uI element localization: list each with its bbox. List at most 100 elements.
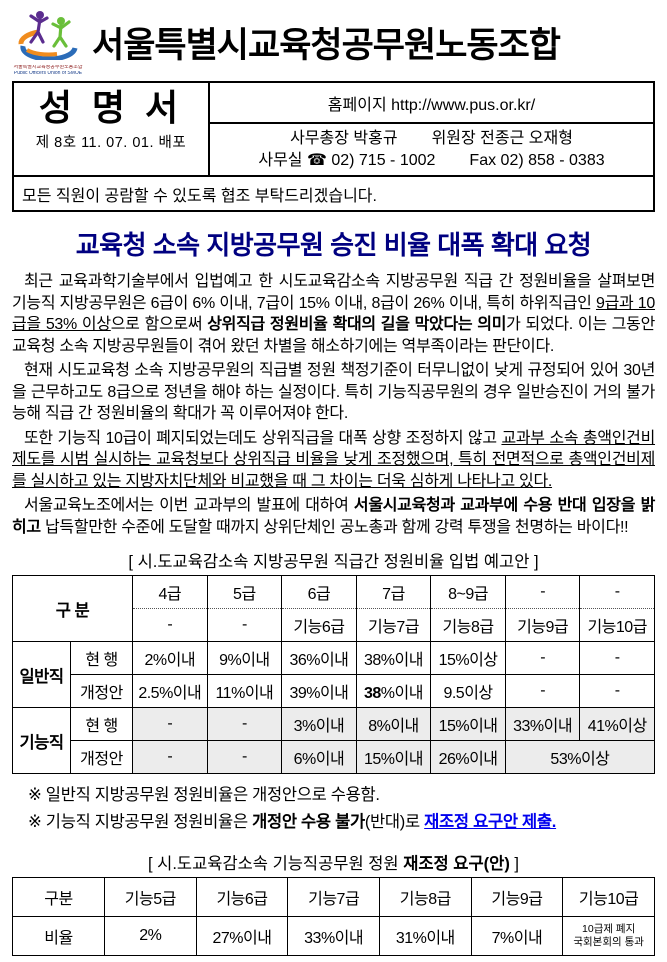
table1-value-cell: - — [206, 707, 283, 742]
table1-value-cell: 3%이내 — [281, 707, 357, 742]
table1-value-cell: 11%이내 — [206, 674, 283, 709]
table1-value-cell: - — [504, 674, 581, 709]
table1-value-cell: 15%이상 — [430, 641, 506, 676]
table1-func-grade-cell: 기능6급 — [281, 608, 357, 643]
table1-value-cell: 41%이상 — [579, 707, 655, 742]
table2-header-cell: 기능6급 — [195, 877, 289, 918]
office-fax: Fax 02) 858 - 0383 — [469, 151, 605, 169]
contact-line-2: 사무실 ☎ 02) 715 - 1002 Fax 02) 858 - 0383 — [210, 150, 653, 172]
table2-header-cell: 기능10급 — [562, 877, 655, 918]
table1-value-cell: 9.5이상 — [430, 674, 506, 709]
doc-number: 제 8호 11. 07. 01. 배포 — [35, 134, 187, 151]
org-title: 서울특별시교육청공무원노동조합 — [92, 25, 561, 65]
secretary-general: 사무총장 박홍규 — [290, 130, 398, 147]
union-logo-icon — [18, 11, 78, 62]
table1-func-revised-row: 개정안 - - 6%이내 15%이내 26%이내 53%이상 — [13, 740, 656, 775]
union-logo: 서울특별시교육청공무원노동조합 Public Officers Union of… — [12, 8, 84, 76]
table1-value-cell: 15%이내 — [430, 707, 506, 742]
table1-grade-cell: - — [504, 575, 581, 610]
table2-grade10-note-cell: 10급제 폐지 국회본회의 통과 — [562, 916, 655, 957]
table1-general-revised-row: 개정안 2.5%이내 11%이내 39%이내 38%이내 9.5이상 - - — [13, 674, 655, 709]
table2-value-cell: 2% — [104, 916, 197, 957]
table1-grade-cell: 8~9급 — [430, 575, 506, 610]
table1-func-grade-cell: 기능10급 — [579, 608, 655, 643]
footnote-1: ※ 일반직 지방공무원 정원비율은 개정안으로 수용함. — [28, 786, 380, 805]
table1-value-cell: - — [132, 740, 208, 775]
table1-value-cell: 9%이내 — [206, 641, 283, 676]
table1-func-current-row: 기능직 현 행 - - 3%이내 8%이내 15%이내 33%이내 41%이상 — [12, 707, 655, 775]
readjustment-request-table: 구분 기능5급 기능6급 기능7급 기능8급 기능9급 기능10급 비율 2% … — [12, 877, 655, 957]
table1-value-cell: - — [579, 641, 655, 676]
table2-row-label: 비율 — [12, 916, 105, 957]
statement-headline: 교육청 소속 지방공무원 승진 비율 대폭 확대 요청 — [75, 230, 592, 261]
table2-value-cell: 27%이내 — [195, 916, 289, 957]
table1-grade-cell: - — [579, 575, 655, 610]
homepage-url: 홈페이지 http://www.pus.or.kr/ — [210, 83, 653, 124]
table1-func-grade-cell: 기능8급 — [430, 608, 506, 643]
circulation-notice: 모든 직원이 공람할 수 있도록 협조 부탁드리겠습니다. — [12, 177, 655, 213]
table1-value-cell: 2.5%이내 — [132, 674, 208, 709]
paragraph-1: 최근 교육과학기술부에서 입법예고 한 시도교육감소속 지방공무원 직급 간 정… — [12, 273, 656, 355]
table1-value-cell: 6%이내 — [281, 740, 357, 775]
paragraph-4: 서울교육노조에서는 이번 교과부의 발표에 대하여 서울시교육청과 교과부에 수… — [12, 497, 655, 536]
table1-value-cell: 8%이내 — [355, 707, 432, 742]
table1-func-group: 기능직 — [12, 707, 71, 775]
table2-header-row: 구분 기능5급 기능6급 기능7급 기능8급 기능9급 기능10급 — [12, 877, 655, 918]
table1-group-label: 구 분 — [11, 575, 134, 643]
quota-ratio-table: 구 분 4급 5급 6급 7급 8~9급 - - - - 기능6급 기능7급 기… — [11, 575, 656, 775]
table1-func-grade-cell: 기능9급 — [504, 608, 581, 643]
table1-row-label: 현 행 — [69, 707, 134, 742]
logo-caption-korean: 서울특별시교육청공무원노동조합 — [13, 65, 83, 70]
paragraph-2: 현재 시도교육청 소속 지방공무원의 직급별 정원 책정기준이 터무니없이 낮게… — [12, 362, 655, 423]
table1-row-label: 개정안 — [69, 740, 134, 775]
table1-value-cell: - — [206, 740, 283, 775]
table1-general-current-row: 일반직 현 행 2%이내 9%이내 36%이내 38%이내 15%이상 - - — [12, 641, 655, 709]
table1-value-cell: - — [504, 641, 581, 676]
table2-header-cell: 기능9급 — [470, 877, 564, 918]
table1-grade-cell: 4급 — [132, 575, 208, 610]
table1-func-grade-cell: - — [132, 608, 208, 643]
table2-header-cell: 기능7급 — [287, 877, 380, 918]
table1-grade-header-row: 구 분 4급 5급 6급 7급 8~9급 - - — [11, 575, 655, 643]
office-phone: 사무실 ☎ 02) 715 - 1002 — [258, 151, 436, 169]
table2-value-cell: 31%이내 — [378, 916, 472, 957]
table1-value-cell: 33%이내 — [504, 707, 581, 742]
contact-cell: 홈페이지 http://www.pus.or.kr/ 사무총장 박홍규 위원장 … — [210, 83, 653, 175]
table1-general-group: 일반직 — [12, 641, 71, 709]
document-header: 서울특별시교육청공무원노동조합 Public Officers Union of… — [12, 8, 655, 76]
table1-value-cell: 2%이내 — [132, 641, 208, 676]
table1-value-cell: - — [132, 707, 208, 742]
table2-value-cell: 7%이내 — [470, 916, 564, 957]
table1-value-cell-bold38: 38%이내 — [355, 674, 432, 709]
table1-value-cell: 36%이내 — [281, 641, 357, 676]
table1-value-cell: 53%이상 — [504, 740, 656, 775]
table2-header-cell: 구분 — [12, 877, 105, 918]
table1-func-grade-cell: - — [206, 608, 283, 643]
paragraph-3: 또한 기능직 10급이 폐지되었는데도 상위직급을 대폭 상향 조정하지 않고 … — [12, 429, 656, 490]
table1-value-cell: 15%이내 — [355, 740, 432, 775]
table2-value-cell: 33%이내 — [287, 916, 380, 957]
table1-value-cell: - — [579, 674, 655, 709]
contact-line-1: 사무총장 박홍규 위원장 전종근 오재형 — [210, 128, 653, 150]
footnotes: ※ 일반직 지방공무원 정원비율은 개정안으로 수용함. ※ 기능직 지방공무원… — [12, 782, 655, 836]
contact-info: 사무총장 박홍규 위원장 전종근 오재형 사무실 ☎ 02) 715 - 100… — [210, 124, 653, 175]
doc-type-title: 성 명 서 — [38, 87, 184, 128]
table2-value-row: 비율 2% 27%이내 33%이내 31%이내 7%이내 10급제 폐지 국회본… — [12, 916, 655, 957]
footnote-2: ※ 기능직 지방공무원 정원비율은 개정안 수용 불가(반대)로 재조정 요구안… — [28, 813, 557, 832]
statement-info-box: 성 명 서 제 8호 11. 07. 01. 배포 홈페이지 http://ww… — [12, 81, 655, 178]
table1-value-cell: 26%이내 — [430, 740, 506, 775]
table1-grade-cell: 6급 — [281, 575, 357, 610]
table1-row-label: 개정안 — [69, 674, 134, 709]
table1-value-cell: 38%이내 — [355, 641, 432, 676]
table1-title: [ 시.도교육감소속 지방공무원 직급간 정원비율 입법 예고안 ] — [128, 553, 539, 572]
table1-func-grade-cell: 기능7급 — [355, 608, 432, 643]
statement-title-cell: 성 명 서 제 8호 11. 07. 01. 배포 — [14, 83, 210, 176]
table1-grade-cell: 7급 — [355, 575, 432, 610]
table2-header-cell: 기능5급 — [104, 877, 197, 918]
logo-caption-english: Public Officers Union of SMOE — [13, 70, 83, 76]
table2-header-cell: 기능8급 — [378, 877, 472, 918]
table2-title: [ 시.도교육감소속 기능직공무원 정원 재조정 요구(안) ] — [147, 855, 520, 874]
statement-body: 최근 교육과학기술부에서 입법예고 한 시도교육감소속 지방공무원 직급 간 정… — [12, 271, 655, 538]
chairman: 위원장 전종근 오재형 — [431, 130, 573, 147]
